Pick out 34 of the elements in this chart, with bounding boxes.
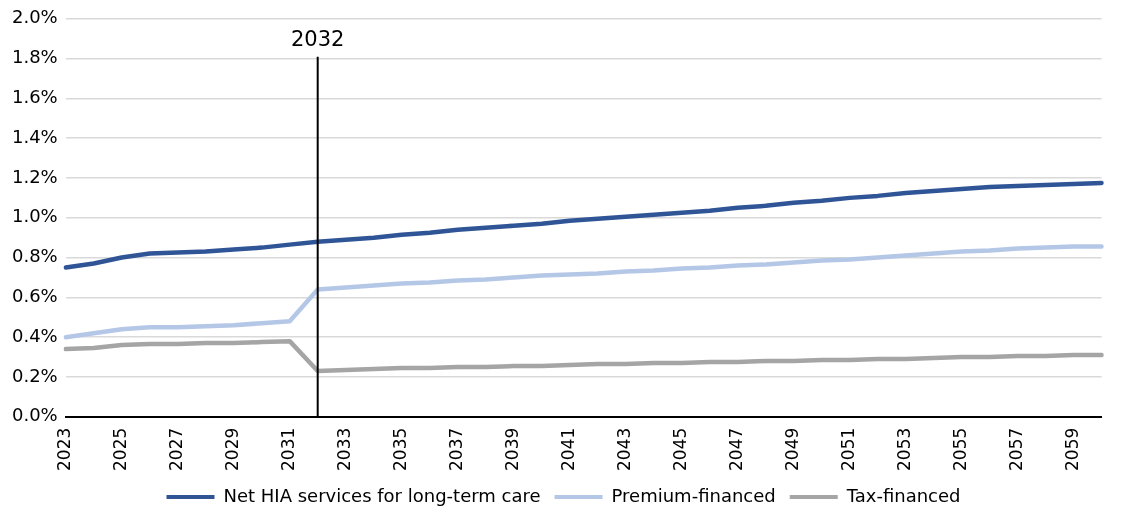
x-tick-label: 2049 — [782, 427, 803, 471]
x-tick-label: 2037 — [446, 427, 467, 471]
x-tick-label: 2045 — [670, 427, 691, 471]
y-tick-label: 1.6% — [12, 86, 58, 108]
x-tick-label: 2035 — [390, 427, 411, 471]
y-tick-label: 1.4% — [12, 125, 58, 147]
x-tick-label: 2059 — [1062, 427, 1083, 471]
y-tick-label: 0.0% — [12, 404, 58, 426]
legend-label: Tax-financed — [845, 484, 961, 506]
x-tick-label: 2055 — [950, 427, 971, 471]
y-tick-label: 0.8% — [12, 245, 58, 267]
x-tick-label: 2031 — [278, 427, 299, 471]
y-tick-label: 1.2% — [12, 165, 58, 187]
x-tick-label: 2023 — [54, 427, 75, 471]
x-tick-label: 2027 — [166, 427, 187, 471]
x-tick-label: 2029 — [222, 427, 243, 471]
x-tick-label: 2051 — [838, 427, 859, 471]
y-tick-label: 0.4% — [12, 324, 58, 346]
legend-label: Net HIA services for long-term care — [223, 484, 541, 506]
x-tick-label: 2057 — [1006, 427, 1027, 471]
annotation: 2032 — [290, 26, 345, 51]
x-tick-label: 2053 — [894, 427, 915, 471]
x-tick-label: 2039 — [502, 427, 523, 471]
legend-label: Premium-financed — [611, 484, 776, 506]
y-tick-label: 1.0% — [12, 205, 58, 227]
y-tick-label: 0.2% — [12, 364, 58, 386]
x-tick-label: 2033 — [334, 427, 355, 471]
x-tick-label: 2043 — [614, 427, 635, 471]
y-tick-label: 0.6% — [12, 285, 58, 307]
x-tick-label: 2047 — [726, 427, 747, 471]
y-tick-label: 1.8% — [12, 46, 58, 68]
x-tick-label: 2025 — [110, 427, 131, 471]
y-tick-label: 2.0% — [12, 6, 58, 28]
x-tick-label: 2041 — [558, 427, 579, 471]
